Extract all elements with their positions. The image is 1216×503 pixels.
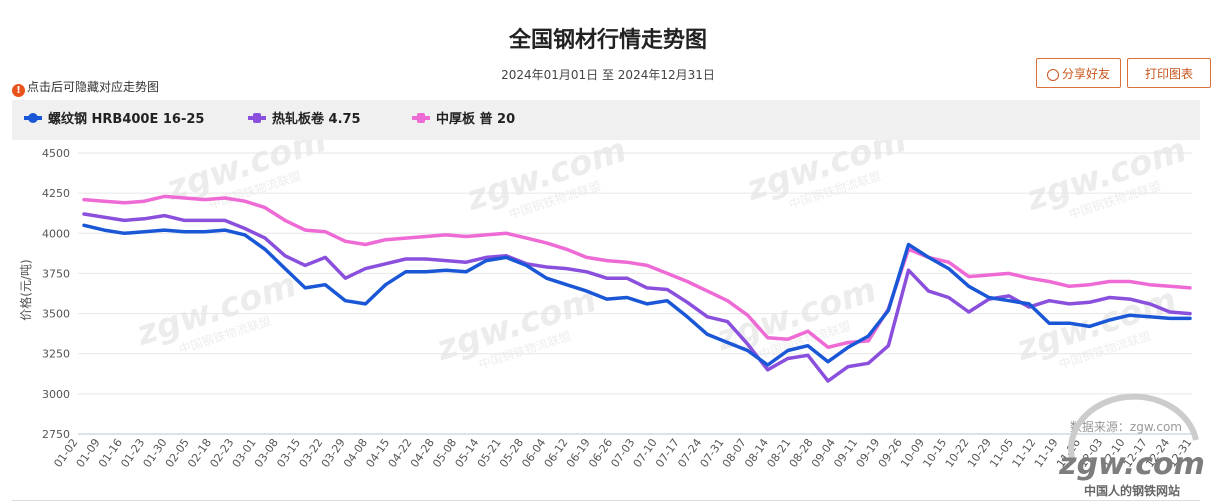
series-line-1 (82, 212, 1192, 383)
series-lines (82, 194, 1192, 383)
logo-caption: 中国人的钢铁网站 (1084, 483, 1180, 498)
date-range: 2024年01月01日 至 2024年12月31日 (501, 68, 715, 82)
y-tick-labels: 2750 3000 3250 3500 3750 4000 4250 4500 (42, 147, 70, 441)
exclamation-icon: ! (12, 84, 25, 97)
bottom-divider (12, 500, 1200, 501)
y-tick-label: 2750 (42, 428, 70, 441)
share-button[interactable]: 分享好友 (1036, 58, 1121, 88)
legend-hint: ! 点击后可隐藏对应走势图 (12, 78, 159, 97)
x-tick-labels: 01-0201-0901-1601-2301-3002-0502-1802-23… (51, 436, 1194, 470)
share-icon (1046, 69, 1059, 81)
hint-text: 点击后可隐藏对应走势图 (27, 80, 160, 94)
y-tick-label: 3750 (42, 267, 70, 280)
legend-marker-plate (412, 113, 430, 123)
series-line-2 (82, 194, 1192, 350)
share-label: 分享好友 (1061, 67, 1110, 81)
y-tick-label: 3000 (42, 388, 70, 401)
grid-lines (78, 152, 1192, 435)
y-tick-label: 3250 (42, 348, 70, 361)
y-tick-label: 4250 (42, 187, 70, 200)
legend-label-plate: 中厚板 普 20 (436, 112, 516, 127)
y-tick-label: 4500 (42, 147, 70, 160)
logo-text: zgw.com (1058, 447, 1205, 482)
logo-arc (1068, 393, 1199, 459)
page-title: 全国钢材行情走势图 (508, 28, 707, 53)
y-tick-label: 4000 (42, 227, 70, 240)
legend-bar: 螺纹钢 HRB400E 16-25 热轧板卷 4.75 中厚板 普 20 (12, 100, 1200, 140)
data-source: 数据来源：zgw.com (1070, 419, 1182, 434)
print-label: 打印图表 (1144, 67, 1193, 81)
legend-label-hot-rolled: 热轧板卷 4.75 (272, 112, 361, 127)
y-tick-label: 3500 (42, 308, 70, 321)
legend-label-rebar: 螺纹钢 HRB400E 16-25 (48, 112, 205, 127)
print-button[interactable]: 打印图表 (1127, 58, 1211, 88)
series-line-0 (82, 223, 1192, 367)
legend-item-rebar[interactable]: 螺纹钢 HRB400E 16-25 (24, 100, 204, 140)
legend-item-hot-rolled[interactable]: 热轧板卷 4.75 (248, 100, 361, 140)
legend-item-plate[interactable]: 中厚板 普 20 (412, 100, 515, 140)
legend-marker-hot-rolled (248, 113, 266, 123)
legend-marker-rebar (24, 113, 42, 123)
y-axis-label: 价格(元/吨) (18, 259, 33, 320)
